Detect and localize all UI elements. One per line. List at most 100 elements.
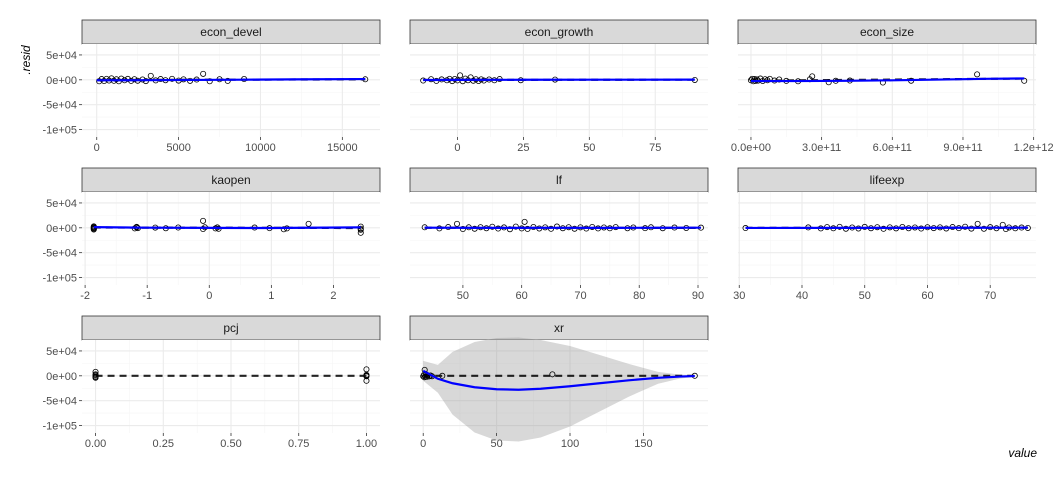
x-tick-label: 30: [733, 290, 745, 302]
y-tick-label: 0e+00: [46, 371, 77, 383]
data-point: [809, 73, 816, 80]
data-point: [357, 229, 364, 236]
data-point: [549, 371, 556, 378]
x-tick-label: 0: [206, 290, 212, 302]
data-point: [459, 226, 466, 233]
facet-panel-lifeexp: lifeexp 30 40 50 60 70: [733, 167, 1037, 302]
data-point: [305, 220, 312, 227]
x-tick-label: 5000: [166, 142, 190, 154]
panel-background: [738, 44, 1036, 137]
x-tick-label: 75: [649, 142, 661, 154]
x-tick-label: 0: [454, 142, 460, 154]
data-point: [147, 72, 154, 79]
facet-strip-label: xr: [554, 321, 564, 335]
y-tick-label: -5e+04: [42, 248, 77, 260]
data-point: [454, 220, 461, 227]
x-tick-label: 3.0e+11: [802, 142, 841, 154]
y-axis-title: .resid: [19, 45, 33, 75]
facet-panel-pcj: pcj 0.00 0.25 0.50 0.75 1.00 5e+04 0e+00 -5e+04 -…: [42, 315, 381, 450]
data-point: [974, 71, 981, 78]
x-tick-label: 2: [330, 290, 336, 302]
x-tick-label: 9.0e+11: [943, 142, 982, 154]
y-tick-label: -5e+04: [42, 396, 77, 408]
facet-panel-econ_growth: econ_growth 0 25 50 75: [409, 19, 709, 154]
x-tick-label: 50: [583, 142, 595, 154]
x-tick-label: 50: [859, 290, 871, 302]
facet-strip-label: econ_size: [860, 25, 914, 39]
x-tick-label: 6.0e+11: [873, 142, 912, 154]
data-point: [200, 70, 207, 77]
x-tick-label: 60: [516, 290, 528, 302]
facet-strip: [737, 19, 1037, 45]
data-point: [92, 374, 99, 381]
data-point: [457, 72, 464, 79]
x-tick-label: 0: [420, 438, 426, 450]
facet-panel-lf: lf 50 60 70 80 90: [409, 167, 709, 302]
data-point: [1002, 226, 1009, 233]
x-tick-label: 0.50: [220, 438, 241, 450]
x-tick-label: -1: [142, 290, 152, 302]
y-tick-label: 0e+00: [46, 223, 77, 235]
data-point: [521, 218, 528, 225]
facet-panel-econ_devel: econ_devel 0 5000 10000 15000 5e+04 0e+00 -5e+0…: [42, 19, 381, 154]
panel-background: [410, 192, 708, 285]
y-tick-label: 5e+04: [46, 198, 77, 210]
y-tick-label: 0e+00: [46, 75, 77, 87]
x-tick-label: 15000: [327, 142, 358, 154]
x-tick-label: 0.25: [153, 438, 174, 450]
facet-strip-label: econ_devel: [200, 25, 261, 39]
x-tick-label: 70: [984, 290, 996, 302]
loess-fit-line: [750, 77, 1025, 83]
data-point: [512, 223, 519, 230]
x-tick-label: 10000: [245, 142, 276, 154]
x-tick-label: 50: [490, 438, 502, 450]
panel-background: [82, 192, 380, 285]
y-tick-label: -1e+05: [42, 421, 77, 433]
data-point: [200, 217, 207, 224]
y-tick-label: 5e+04: [46, 346, 77, 358]
data-point: [200, 226, 207, 233]
loess-fit-line: [96, 77, 366, 82]
facet-strip-label: lifeexp: [870, 173, 905, 187]
panel-background: [738, 192, 1036, 285]
facet-strip-label: lf: [556, 173, 563, 187]
facet-strip: [81, 315, 381, 341]
x-axis-title: value: [1008, 446, 1037, 460]
x-tick-label: 0.0e+00: [731, 142, 771, 154]
x-tick-label: 40: [796, 290, 808, 302]
facet-strip-label: econ_growth: [525, 25, 594, 39]
confidence-band: [423, 337, 695, 442]
data-point: [506, 226, 513, 233]
x-tick-label: 90: [692, 290, 704, 302]
x-tick-label: 100: [561, 438, 579, 450]
facet-panel-xr: xr 0 50 100 150: [409, 315, 709, 450]
facet-panel-econ_size: econ_size 0.0e+00 3.0e+11 6.0e+11 9.0e+11 1.2…: [731, 19, 1054, 154]
x-tick-label: 80: [633, 290, 645, 302]
x-tick-label: 150: [634, 438, 652, 450]
x-tick-label: 70: [574, 290, 586, 302]
data-point: [1021, 77, 1028, 84]
y-tick-label: -1e+05: [42, 125, 77, 137]
x-tick-label: 1.2e+12: [1014, 142, 1054, 154]
y-tick-label: -1e+05: [42, 273, 77, 285]
facet-strip-label: kaopen: [211, 173, 250, 187]
facet-strip: [409, 19, 709, 45]
x-tick-label: 60: [921, 290, 933, 302]
facet-strip: [81, 167, 381, 193]
x-tick-label: 0.75: [288, 438, 309, 450]
loess-fit-line: [422, 369, 695, 391]
x-tick-label: 25: [517, 142, 529, 154]
y-tick-label: -5e+04: [42, 100, 77, 112]
data-point: [553, 223, 560, 230]
x-tick-label: 0.00: [85, 438, 106, 450]
data-point: [974, 220, 981, 227]
loess-fit-line: [93, 226, 361, 230]
facet-strip: [409, 167, 709, 193]
x-tick-label: 0: [94, 142, 100, 154]
x-tick-label: 1.00: [356, 438, 377, 450]
facet-strip-label: pcj: [223, 321, 238, 335]
x-tick-label: -2: [80, 290, 90, 302]
y-tick-label: 5e+04: [46, 50, 77, 62]
panel-background: [410, 44, 708, 137]
